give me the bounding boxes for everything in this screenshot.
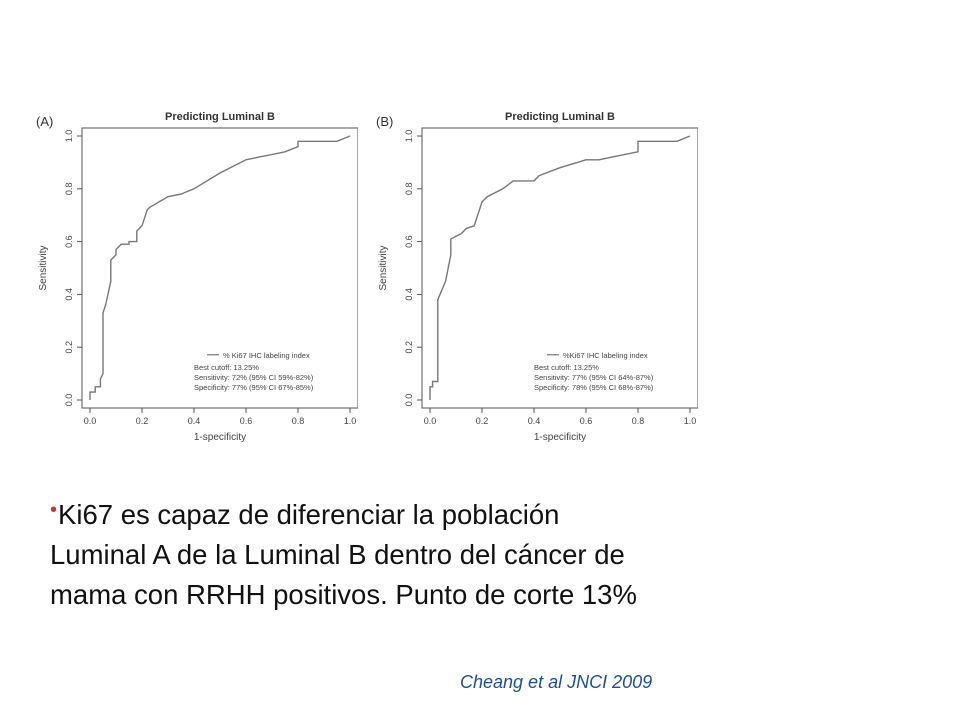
chart-b-x-tick-label: 0.4 [528, 416, 541, 426]
chart-a-y-tick-label: 0.8 [64, 183, 74, 196]
chart-b-legend-entry: %Ki67 IHC labeling index [563, 351, 648, 360]
roc-chart-b: (B) Predicting Luminal B 0.0 0.2 0.4 0.6 0.8 1.… [368, 100, 698, 460]
bullet-icon: • [50, 499, 58, 521]
roc-chart-a: (A) Predicting Luminal B 0.0 0.2 0.4 0.6 0.8 1.… [28, 100, 358, 460]
chart-a-annotation: Specificity: 77% (95% CI 67%-85%) [194, 383, 314, 392]
chart-b-x-tick-label: 0.6 [580, 416, 593, 426]
chart-a-x-tick-label: 0.0 [84, 416, 97, 426]
chart-b-x-tick-label: 1.0 [684, 416, 697, 426]
chart-a-annotation: Sensitivity: 72% (95% CI 59%-82%) [194, 373, 314, 382]
chart-a-y-tick-label: 0.2 [64, 341, 74, 354]
roc-chart-b-svg: (B) Predicting Luminal B 0.0 0.2 0.4 0.6 0.8 1.… [376, 111, 698, 443]
caption-line-1: •Ki67 es capaz de diferenciar la poblaci… [50, 490, 930, 535]
chart-b-annotation: Best cutoff: 13.25% [534, 363, 599, 372]
chart-b-y-tick-label: 0.0 [404, 394, 414, 407]
chart-b-panel-label: (B) [376, 114, 393, 129]
chart-b-y-axis-label: Sensitivity [378, 245, 389, 290]
chart-b-y-tick-label: 0.2 [404, 341, 414, 354]
chart-a-panel-label: (A) [36, 114, 53, 129]
chart-b-plot-frame [421, 127, 698, 409]
roc-chart-a-svg: (A) Predicting Luminal B 0.0 0.2 0.4 0.6 0.8 1.… [36, 111, 358, 443]
chart-a-y-tick-label: 0.6 [64, 235, 74, 248]
caption-line-1-text: Ki67 es capaz de diferenciar la població… [58, 499, 560, 530]
caption-line-2: Luminal A de la Luminal B dentro del cán… [50, 539, 625, 570]
chart-a-y-tick-label: 0.4 [64, 288, 74, 301]
chart-a-legend-entry: % Ki67 IHC labeling index [223, 351, 310, 360]
chart-a-x-tick-label: 0.6 [240, 416, 253, 426]
caption-line-3: mama con RRHH positivos. Punto de corte … [50, 579, 637, 610]
chart-a-title: Predicting Luminal B [165, 111, 275, 123]
chart-b-x-tick-label: 0.2 [476, 416, 489, 426]
chart-b-roc-line [429, 135, 691, 400]
chart-b-annotation: Sensitivity: 77% (95% CI 64%-87%) [534, 373, 654, 382]
chart-b-title: Predicting Luminal B [505, 111, 615, 123]
citation: Cheang et al JNCI 2009 [460, 672, 653, 692]
chart-a-plot-frame [81, 127, 358, 409]
chart-b-x-tick-label: 0.0 [424, 416, 437, 426]
chart-a-x-tick-label: 1.0 [344, 416, 357, 426]
chart-a-y-axis-label: Sensitivity [38, 245, 49, 290]
chart-b-y-tick-label: 0.6 [404, 235, 414, 248]
chart-a-y-tick-label: 0.0 [64, 394, 74, 407]
chart-b-y-tick-label: 0.4 [404, 288, 414, 301]
chart-b-x-axis-label: 1-specificity [534, 432, 586, 443]
chart-b-x-tick-label: 0.8 [632, 416, 645, 426]
chart-a-x-tick-label: 0.8 [292, 416, 305, 426]
chart-a-y-tick-label: 1.0 [64, 130, 74, 143]
chart-b-y-tick-label: 1.0 [404, 130, 414, 143]
chart-a-annotation: Best cutoff: 13.25% [194, 363, 259, 372]
chart-a-x-tick-label: 0.4 [188, 416, 201, 426]
chart-b-y-tick-label: 0.8 [404, 183, 414, 196]
chart-a-roc-line [89, 135, 351, 400]
caption: •Ki67 es capaz de diferenciar la poblaci… [50, 490, 930, 615]
chart-a-x-tick-label: 0.2 [136, 416, 149, 426]
chart-a-x-axis-label: 1-specificity [194, 432, 246, 443]
chart-b-annotation: Specificity: 78% (95% CI 68%-87%) [534, 383, 654, 392]
